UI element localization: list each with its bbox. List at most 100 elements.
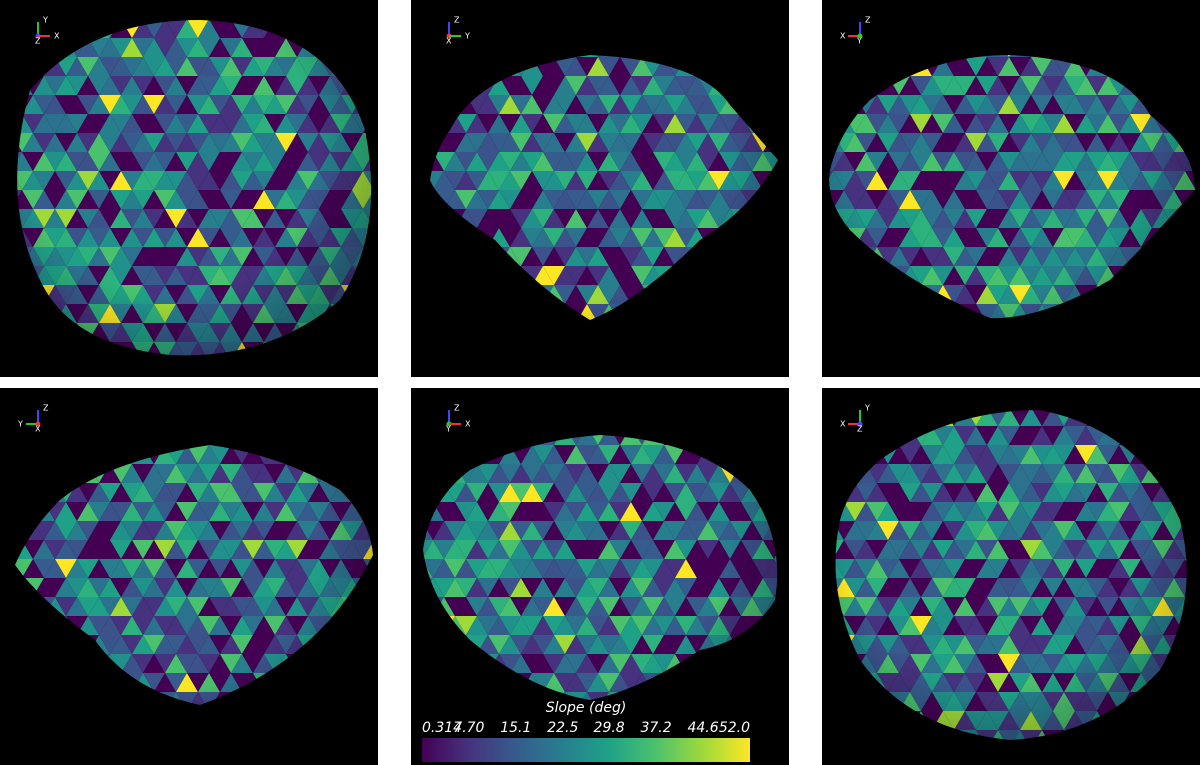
facet [389,578,411,597]
facet [796,673,818,692]
facet [800,616,822,635]
facet [796,521,818,540]
colorbar-bar [422,738,750,762]
facet [800,76,822,95]
facet [796,323,818,342]
facet [796,730,818,749]
axis-dot [35,421,41,427]
facet [389,76,411,95]
axis-label: X [54,32,60,41]
colorbar-tick-label: 37.2 [640,720,671,736]
facet [796,361,818,380]
facet [385,323,407,342]
facet [796,559,818,578]
facet [389,0,411,19]
axis-label: Y [864,404,870,413]
facet [385,692,407,711]
facet [389,114,411,133]
facet [385,464,407,483]
facet [800,0,822,19]
facet [389,266,411,285]
facet [796,502,818,521]
facet [796,38,818,57]
facet [796,342,818,361]
axis-label: X [840,32,846,41]
facet [796,388,818,407]
facet [800,228,822,247]
facet [800,654,822,673]
facet [800,692,822,711]
facet [796,597,818,616]
facet [796,426,818,445]
facet [796,266,818,285]
facet [385,540,407,559]
facet [796,247,818,266]
facet [800,426,822,445]
facet [796,578,818,597]
facet [385,95,407,114]
facet [385,445,407,464]
facet [385,209,407,228]
axis-label: Z [857,425,863,434]
facet [796,692,818,711]
facet [796,171,818,190]
facet [385,578,407,597]
facet [796,133,818,152]
facet [385,133,407,152]
facet [389,38,411,57]
axis-dot [857,421,863,427]
facet [796,57,818,76]
colorbar-tick-label: 0.314 [422,720,462,736]
facet [385,388,407,407]
facet [385,266,407,285]
facet [800,304,822,323]
facet [796,114,818,133]
facet [389,190,411,209]
axis-label: X [465,420,471,429]
axis-label: Y [17,420,23,429]
facet [389,540,411,559]
shading [17,20,372,356]
facet [389,692,411,711]
facet [385,711,407,730]
facet [385,749,407,765]
facet [385,304,407,323]
facet [385,285,407,304]
facet [800,388,822,407]
facet [800,152,822,171]
facet [385,559,407,578]
axis-label: X [35,425,41,434]
colorbar-tick-label: 52.0 [719,720,750,736]
facet [385,730,407,749]
facet [796,76,818,95]
colorbar-tick-label: 15.1 [500,720,531,736]
axis-label: X [446,37,452,46]
axis-dot [857,33,863,39]
colorbar-tick-label: 22.5 [547,720,578,736]
axis-label: Z [454,404,460,413]
colorbar-tick-label: 29.8 [594,720,625,736]
facet [389,464,411,483]
axis-label: Y [464,32,470,41]
facet [385,114,407,133]
facet [385,616,407,635]
facet [385,247,407,266]
facet [389,426,411,445]
facet [800,730,822,749]
facet [796,483,818,502]
colorbar-title: Slope (deg) [546,700,627,716]
facet [796,711,818,730]
axis-label: X [840,420,846,429]
facet [385,426,407,445]
facet [800,190,822,209]
facet [389,342,411,361]
axis-label: Y [856,37,862,46]
facet [389,654,411,673]
facet [389,152,411,171]
facet [796,654,818,673]
facet [800,578,822,597]
facet [385,483,407,502]
